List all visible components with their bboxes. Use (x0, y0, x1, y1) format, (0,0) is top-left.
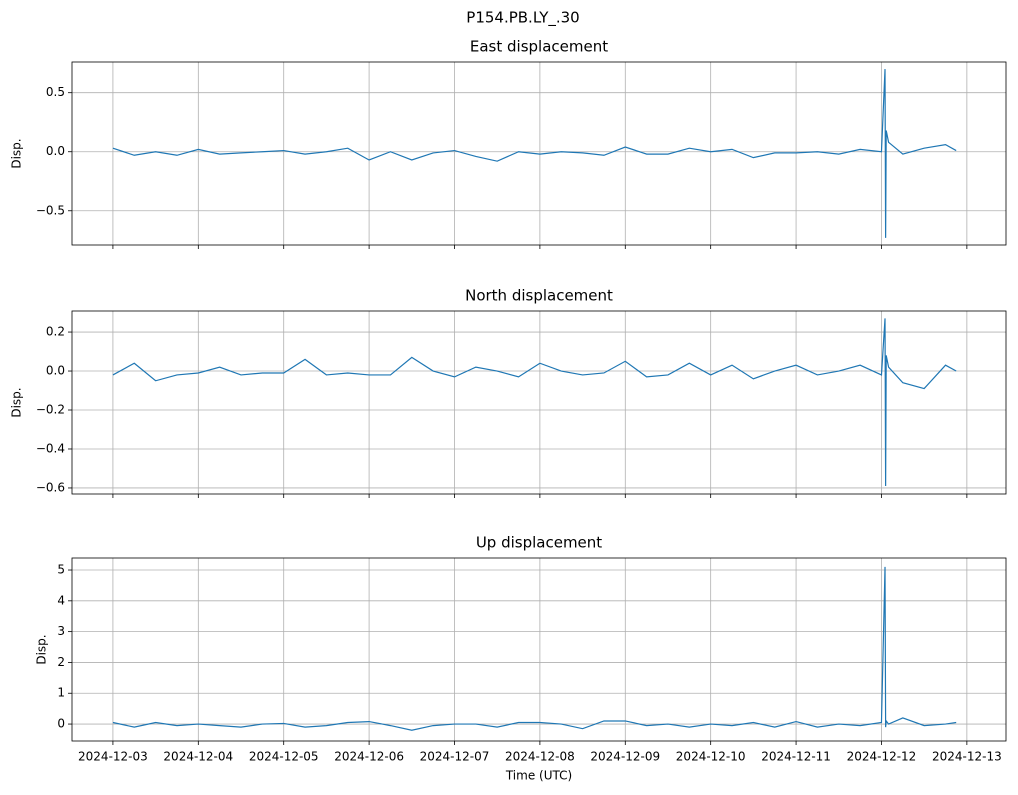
y-tick-label: −0.4 (36, 441, 65, 455)
data-line (112, 318, 957, 487)
x-tick-label: 2024-12-12 (847, 750, 917, 764)
x-tick-label: 2024-12-06 (334, 750, 404, 764)
axes-frame (71, 557, 1007, 742)
x-tick-label: 2024-12-13 (932, 750, 1002, 764)
x-tick-label: 2024-12-03 (78, 750, 148, 764)
y-axis-label: Disp. (10, 387, 24, 417)
x-tick-label: 2024-12-05 (249, 750, 319, 764)
figure-title: P154.PB.LY_.30 (466, 9, 579, 28)
data-line (112, 69, 957, 238)
y-tick-label: 0.0 (46, 364, 65, 378)
subplot-title: North displacement (465, 287, 613, 305)
y-axis-label: Disp. (35, 634, 49, 664)
x-tick-label: 2024-12-07 (420, 750, 490, 764)
x-axis-label: Time (UTC) (505, 769, 572, 783)
x-tick-label: 2024-12-04 (163, 750, 233, 764)
axes-frame (71, 310, 1007, 495)
y-tick-label: 4 (57, 593, 65, 607)
data-line (112, 566, 957, 731)
axes-frame (71, 61, 1007, 246)
y-tick-label: 3 (57, 624, 65, 638)
y-tick-label: 0.2 (46, 325, 65, 339)
y-axis-label: Disp. (10, 138, 24, 168)
subplot-title: Up displacement (476, 534, 602, 552)
y-tick-label: −0.2 (36, 403, 65, 417)
y-tick-label: 0.0 (46, 144, 65, 158)
y-tick-label: 0 (57, 717, 65, 731)
y-tick-label: 0.5 (46, 85, 65, 99)
y-tick-label: 1 (57, 686, 65, 700)
subplot-title: East displacement (470, 38, 608, 56)
y-tick-label: −0.5 (36, 203, 65, 217)
x-tick-label: 2024-12-09 (590, 750, 660, 764)
x-tick-label: 2024-12-11 (761, 750, 831, 764)
y-tick-label: −0.6 (36, 480, 65, 494)
x-tick-label: 2024-12-10 (676, 750, 746, 764)
y-tick-label: 5 (57, 563, 65, 577)
x-tick-label: 2024-12-08 (505, 750, 575, 764)
y-tick-label: 2 (57, 655, 65, 669)
